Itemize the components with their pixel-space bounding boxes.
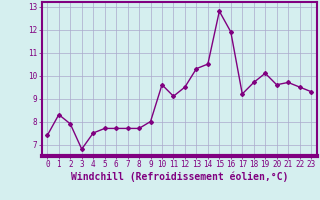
X-axis label: Windchill (Refroidissement éolien,°C): Windchill (Refroidissement éolien,°C) <box>70 172 288 182</box>
